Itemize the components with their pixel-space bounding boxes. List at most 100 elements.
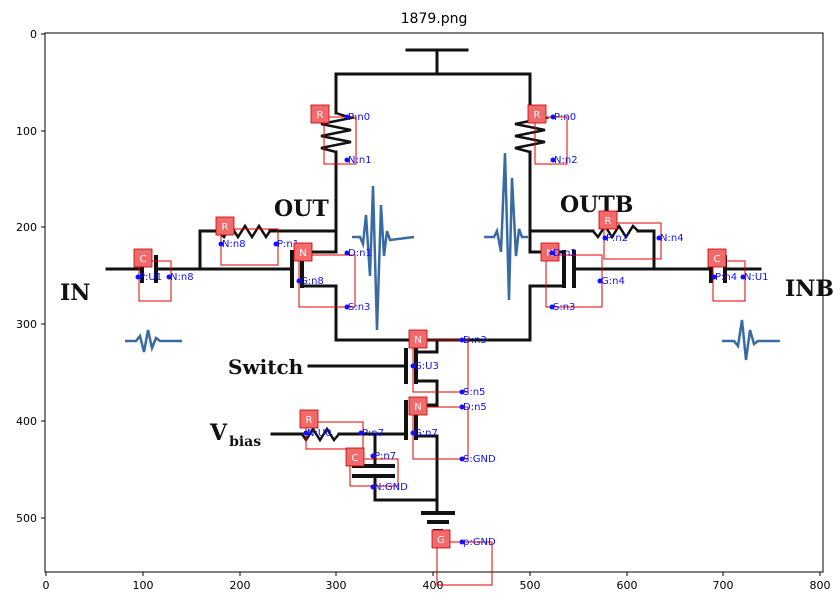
pin-dot xyxy=(344,114,350,120)
component-box: R N:n8 P:n1 xyxy=(215,216,299,266)
pin-dot xyxy=(459,389,465,395)
label-out: OUT xyxy=(274,196,329,222)
pin-label: G:n8 xyxy=(300,276,324,287)
y-tick-label: 300 xyxy=(16,318,37,331)
pin-label: N:U0 xyxy=(307,428,332,439)
pin-label: N:n2 xyxy=(554,155,578,166)
pin-label: N:n8 xyxy=(222,239,246,250)
component-box: R N:U0 P:n7 xyxy=(299,409,384,450)
label-switch: Switch xyxy=(228,355,304,379)
pin-dot xyxy=(370,484,376,490)
pin-dot xyxy=(370,453,376,459)
label-vbias-sub: bias xyxy=(229,434,261,450)
component-box: R P:n0 N:n1 xyxy=(310,104,372,166)
x-tick-label: 500 xyxy=(520,579,541,592)
pin-label: N:U1 xyxy=(744,272,769,283)
pin-dot xyxy=(166,274,172,280)
pin-dot xyxy=(602,235,608,241)
x-tick-label: 700 xyxy=(713,579,734,592)
label-vbias-v: V xyxy=(209,420,228,446)
pin-label: S:GND xyxy=(463,454,496,465)
pin-dot xyxy=(344,250,350,256)
component-type: R xyxy=(306,415,313,426)
pin-label: N:n8 xyxy=(170,272,194,283)
component-type: C xyxy=(714,254,721,265)
pin-label: S:n3 xyxy=(553,302,575,313)
pin-label: P:n2 xyxy=(606,233,628,244)
pin-dot xyxy=(549,304,555,310)
y-tick-label: 200 xyxy=(16,221,37,234)
pin-label: P:n7 xyxy=(374,451,396,462)
y-tick-label: 100 xyxy=(16,125,37,138)
component-box: C P:n4 N:U1 xyxy=(707,248,769,302)
pin-label: D:n1 xyxy=(348,248,372,259)
y-tick-label: 400 xyxy=(16,415,37,428)
pin-dot xyxy=(410,430,416,436)
pin-dot xyxy=(597,278,603,284)
component-type: R xyxy=(605,216,612,227)
y-tick-label: 0 xyxy=(30,28,37,41)
figure-title: 1879.png xyxy=(401,11,468,27)
pin-dot xyxy=(711,274,717,280)
pin-label: P:n7 xyxy=(362,428,384,439)
pin-label: p:GND xyxy=(463,537,496,548)
component-type: R xyxy=(222,222,229,233)
pin-dot xyxy=(344,304,350,310)
pin-label: P:U1 xyxy=(139,272,162,283)
pin-label: P:n0 xyxy=(554,112,576,123)
pin-label: G:n7 xyxy=(414,428,438,439)
x-tick-label: 800 xyxy=(810,579,831,592)
component-type: N xyxy=(414,402,421,413)
pin-label: D:n2 xyxy=(553,248,577,259)
component-box: R P:n2 N:n4 xyxy=(598,210,684,260)
component-type: N xyxy=(414,335,421,346)
pin-dot xyxy=(459,539,465,545)
component-box: C P:U1 N:n8 xyxy=(133,248,194,302)
pin-dot xyxy=(358,430,364,436)
component-type: R xyxy=(534,110,541,121)
pin-dot xyxy=(303,430,309,436)
label-outb: OUTB xyxy=(560,192,633,218)
label-in: IN xyxy=(60,280,90,306)
pin-dot xyxy=(550,114,556,120)
component-box: R P:n0 N:n2 xyxy=(527,104,578,166)
component-box: N D:n1 G:n8 S:n3 xyxy=(293,242,372,313)
component-box: N D:n2 G:n4 S:n3 xyxy=(540,242,625,313)
component-box: N D:n5 G:n7 S:GND xyxy=(408,396,496,465)
x-tick-label: 400 xyxy=(423,579,444,592)
component-type: C xyxy=(140,254,147,265)
pin-label: D:n3 xyxy=(463,335,487,346)
x-tick-label: 300 xyxy=(326,579,347,592)
pin-label: D:n5 xyxy=(463,402,487,413)
pin-label: N:n4 xyxy=(660,233,684,244)
pin-label: S:n5 xyxy=(463,387,485,398)
pin-dot xyxy=(459,404,465,410)
pin-label: N:n1 xyxy=(348,155,372,166)
pin-dot xyxy=(740,274,746,280)
component-box: N D:n3 G:U3 S:n5 xyxy=(408,329,487,398)
pin-dot xyxy=(459,337,465,343)
pin-label: P:n0 xyxy=(348,112,370,123)
component-box: G p:GND xyxy=(431,529,496,586)
pin-label: G:U3 xyxy=(414,361,439,372)
pin-dot xyxy=(550,157,556,163)
pin-dot xyxy=(459,456,465,462)
component-type: C xyxy=(352,453,359,464)
component-type: N xyxy=(299,248,306,259)
y-axis: 0 100 200 300 400 500 xyxy=(16,28,45,525)
waveform-icons xyxy=(125,152,780,361)
pin-dot xyxy=(344,157,350,163)
y-tick-label: 500 xyxy=(16,512,37,525)
pin-dot xyxy=(218,241,224,247)
pin-dot xyxy=(549,250,555,256)
pin-dot xyxy=(273,241,279,247)
pin-label: S:n3 xyxy=(348,302,370,313)
pin-label: P:n4 xyxy=(715,272,737,283)
pin-dot xyxy=(410,363,416,369)
component-type: G xyxy=(437,535,445,546)
x-tick-label: 600 xyxy=(617,579,638,592)
label-inb: INB xyxy=(785,276,834,302)
pin-dot xyxy=(296,278,302,284)
